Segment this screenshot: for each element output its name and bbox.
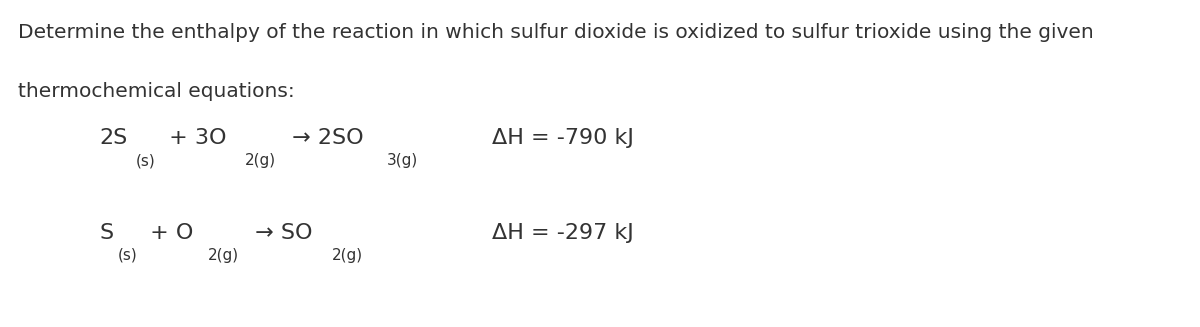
Text: + 3O: + 3O [162, 128, 226, 148]
Text: 2(g): 2(g) [245, 153, 276, 168]
Text: 2S: 2S [100, 128, 128, 148]
Text: thermochemical equations:: thermochemical equations: [18, 82, 295, 101]
Text: (s): (s) [136, 153, 156, 168]
Text: ΔH = -297 kJ: ΔH = -297 kJ [492, 223, 634, 243]
Text: S: S [100, 223, 114, 243]
Text: → SO: → SO [248, 223, 313, 243]
Text: → 2SO: → 2SO [284, 128, 364, 148]
Text: 3(g): 3(g) [386, 153, 418, 168]
Text: 2(g): 2(g) [331, 248, 362, 263]
Text: + O: + O [143, 223, 193, 243]
Text: Determine the enthalpy of the reaction in which sulfur dioxide is oxidized to su: Determine the enthalpy of the reaction i… [18, 23, 1093, 42]
Text: (s): (s) [118, 248, 138, 263]
Text: 2(g): 2(g) [209, 248, 240, 263]
Text: ΔH = -790 kJ: ΔH = -790 kJ [492, 128, 634, 148]
